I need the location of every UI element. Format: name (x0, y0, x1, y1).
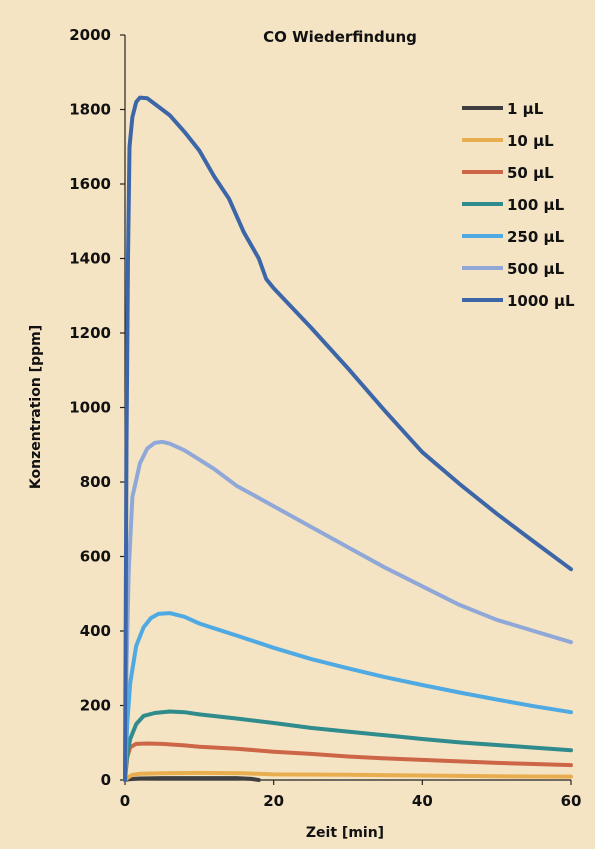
series-line-3 (123, 741, 573, 782)
series-line-7 (123, 95, 573, 782)
y-tick-label: 1600 (69, 175, 111, 193)
x-tick-label: 40 (412, 792, 433, 810)
legend-label: 50 µL (507, 164, 554, 182)
y-tick-label: 1200 (69, 324, 111, 342)
y-tick-label: 600 (80, 548, 111, 566)
series-line-4 (123, 709, 573, 782)
legend-label: 10 µL (507, 132, 554, 150)
y-tick-label: 200 (80, 697, 111, 715)
x-axis-title: Zeit [min] (306, 825, 384, 841)
legend-label: 1 µL (507, 100, 544, 118)
series-line-2 (123, 770, 573, 782)
chart-title: CO Wiederfindung (263, 28, 417, 46)
y-tick-label: 1800 (69, 101, 111, 119)
series-line-6 (123, 439, 573, 782)
x-tick-label: 20 (263, 792, 284, 810)
legend-label: 250 µL (507, 228, 565, 246)
series-line-1 (123, 776, 261, 782)
y-tick-label: 2000 (69, 26, 111, 44)
series-group (123, 95, 573, 782)
axes-group: 0 200 400 600 800 1000 1200 1400 1600 1800 2000 0 20… (69, 26, 581, 810)
legend-label: 500 µL (507, 260, 565, 278)
y-tick-label: 1000 (69, 399, 111, 417)
y-tick-label: 400 (80, 622, 111, 640)
y-tick-label: 1400 (69, 250, 111, 268)
legend-label: 1000 µL (507, 292, 575, 310)
y-tick-label: 800 (80, 473, 111, 491)
x-tick-label: 60 (561, 792, 582, 810)
series-line-5 (123, 611, 573, 782)
x-tick-label: 0 (120, 792, 130, 810)
y-axis-title: Konzentration [ppm] (28, 325, 44, 489)
y-tick-label: 0 (101, 771, 111, 789)
legend: 1 µL 10 µL 50 µL 100 µL 250 µL 500 µL 1000 µL (462, 100, 575, 310)
legend-label: 100 µL (507, 196, 565, 214)
